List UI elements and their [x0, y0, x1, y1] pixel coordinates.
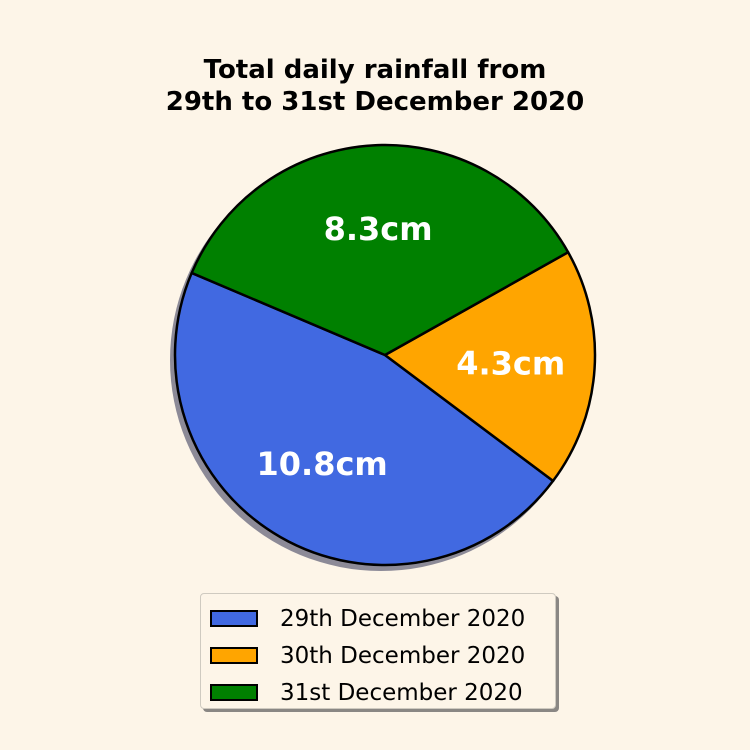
slice-label-29th: 10.8cm — [257, 445, 388, 483]
slice-label-31st: 8.3cm — [324, 210, 433, 248]
pie-slice-labels: 10.8cm 4.3cm 8.3cm — [257, 210, 566, 483]
legend-label-30th: 30th December 2020 — [280, 642, 526, 669]
pie-slices — [173, 143, 597, 567]
legend-label-31st: 31st December 2020 — [280, 679, 523, 706]
legend-item-29th: 29th December 2020 — [210, 600, 555, 637]
pie-slice-30th — [383, 250, 597, 483]
slice-label-30th: 4.3cm — [456, 344, 565, 382]
pie-slice-31st — [190, 143, 570, 357]
legend-item-30th: 30th December 2020 — [210, 637, 555, 674]
legend-item-31st: 31st December 2020 — [210, 674, 555, 711]
chart-title-line-2: 29th to 31st December 2020 — [165, 87, 585, 117]
legend: 29th December 2020 30th December 2020 31… — [200, 593, 556, 709]
chart-title: Total daily rainfall from 29th to 31st D… — [0, 54, 750, 118]
chart-title-line-1: Total daily rainfall from — [203, 55, 547, 85]
legend-swatch-31st — [210, 684, 258, 701]
pie-slice-29th — [173, 271, 555, 567]
legend-swatch-30th — [210, 647, 258, 664]
legend-label-29th: 29th December 2020 — [280, 605, 526, 632]
legend-swatch-29th — [210, 610, 258, 627]
